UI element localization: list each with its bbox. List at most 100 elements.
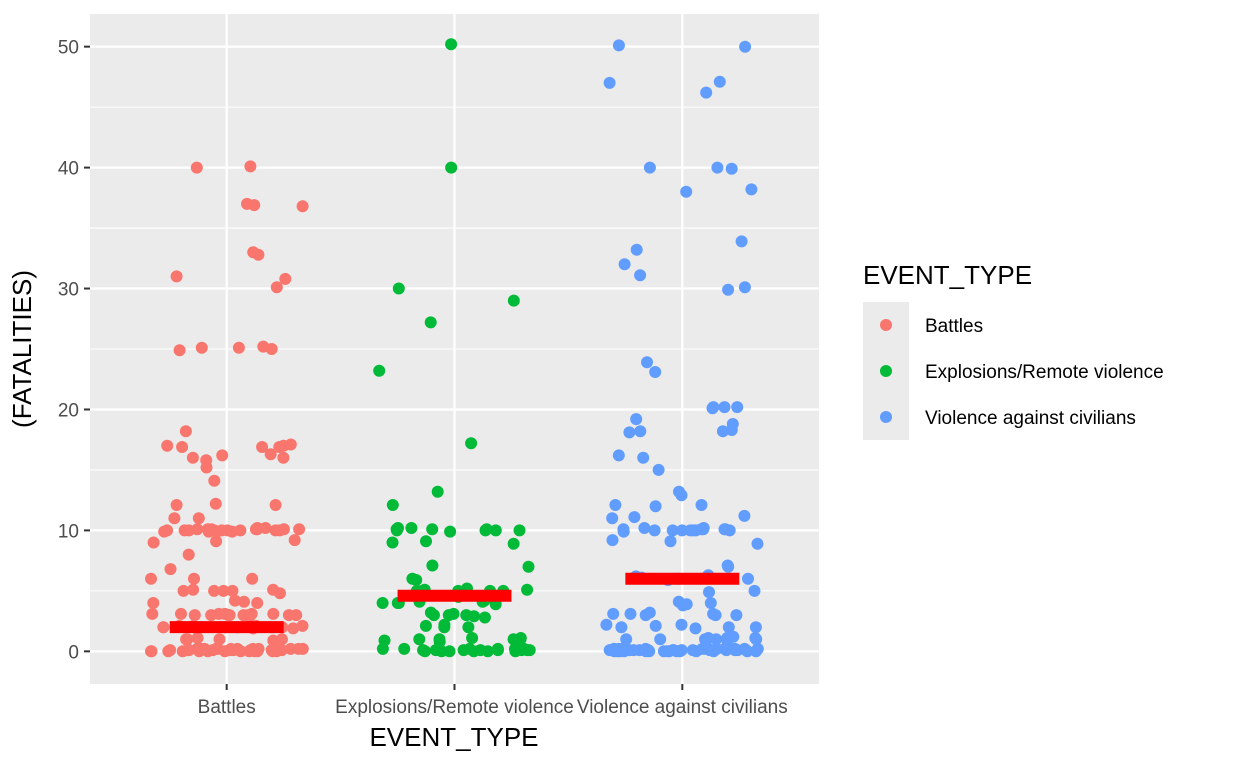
legend: EVENT_TYPE Battles Explosions/Remote viol… [863, 260, 1164, 440]
data-point [274, 587, 286, 600]
data-point [161, 439, 174, 452]
data-point [522, 560, 535, 573]
data-point [745, 183, 758, 196]
data-point [700, 86, 713, 99]
data-point [208, 474, 221, 487]
data-point [264, 448, 277, 461]
data-point [444, 525, 457, 538]
data-point [707, 401, 720, 414]
data-point [607, 607, 620, 620]
data-point [145, 572, 157, 585]
data-point [748, 584, 761, 597]
data-point [170, 270, 183, 283]
data-point [296, 619, 309, 632]
data-point [521, 583, 534, 596]
data-point [638, 522, 651, 534]
data-point [722, 621, 735, 634]
data-point [398, 642, 411, 655]
data-point [217, 584, 230, 597]
data-point [716, 425, 729, 438]
data-point [419, 619, 432, 632]
data-point [603, 76, 616, 89]
data-point [445, 38, 458, 51]
data-point [419, 645, 431, 658]
data-point [617, 525, 630, 538]
mean-bars [169, 572, 740, 634]
data-point [386, 536, 399, 549]
data-point [275, 633, 288, 646]
data-point [211, 642, 224, 655]
data-point [695, 499, 708, 511]
data-point [179, 425, 192, 438]
data-point [213, 633, 226, 646]
data-point [478, 611, 491, 624]
data-point [649, 619, 662, 632]
data-point [686, 644, 699, 657]
data-point [489, 524, 502, 537]
data-point [292, 642, 305, 655]
data-point [731, 401, 744, 414]
data-point [618, 258, 631, 271]
data-point [205, 609, 218, 622]
data-point [462, 621, 475, 634]
data-point [181, 644, 194, 657]
data-point [623, 426, 636, 439]
data-point [405, 522, 418, 534]
data-point [256, 441, 269, 453]
data-point [445, 161, 458, 174]
data-point [507, 294, 520, 307]
data-point [187, 583, 200, 596]
data-point [157, 621, 170, 634]
data-point [738, 509, 751, 522]
data-point [147, 536, 160, 549]
data-point [751, 537, 764, 550]
data-point [287, 622, 300, 635]
data-point [609, 499, 622, 511]
data-point [739, 40, 752, 53]
data-point [509, 642, 521, 655]
y-tick-label: 30 [58, 280, 79, 301]
data-point [192, 512, 205, 525]
data-point [684, 524, 697, 537]
data-point [628, 511, 641, 524]
data-point [426, 523, 439, 536]
data-point [223, 609, 236, 622]
data-point [429, 644, 442, 657]
data-point [676, 599, 689, 612]
legend-key [880, 411, 892, 423]
data-point [376, 597, 389, 609]
data-point [615, 621, 628, 634]
data-point [266, 645, 279, 658]
data-point [630, 413, 643, 426]
data-point [704, 597, 717, 609]
data-point [146, 607, 159, 620]
data-point [467, 645, 480, 658]
data-point [612, 39, 625, 52]
data-point [373, 364, 386, 377]
data-point [675, 489, 688, 502]
data-point [284, 438, 297, 451]
data-point [624, 607, 637, 620]
x-tick-label: Battles [198, 697, 256, 718]
data-point [188, 572, 200, 585]
data-point [738, 281, 751, 294]
data-point [620, 633, 633, 646]
data-point [279, 272, 292, 285]
data-point [713, 75, 726, 88]
data-point [234, 524, 247, 537]
data-point [702, 632, 715, 644]
legend-entries: Battles Explosions/Remote violence Violenc… [880, 316, 1164, 429]
legend-label: Violence against civilians [925, 408, 1136, 429]
data-point [277, 451, 290, 464]
data-point [507, 537, 520, 550]
data-point [195, 341, 208, 354]
data-point [223, 644, 236, 657]
data-point [147, 597, 160, 609]
data-point [293, 523, 306, 536]
data-point [641, 356, 653, 369]
data-point [238, 595, 250, 608]
data-point [703, 644, 716, 657]
data-point [251, 597, 264, 609]
data-point [740, 644, 752, 657]
data-point [426, 559, 439, 572]
